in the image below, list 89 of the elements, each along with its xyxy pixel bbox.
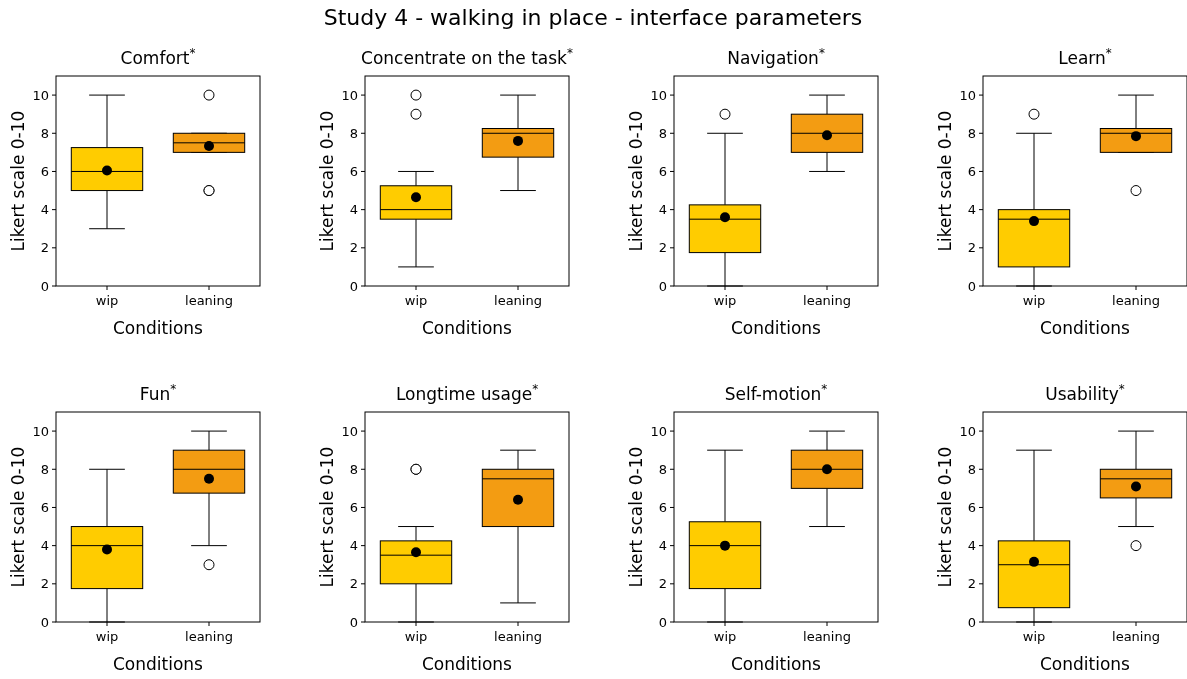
x-tick-label: wip xyxy=(1022,293,1046,308)
x-axis-title: Conditions xyxy=(422,654,513,674)
x-axis-title: Conditions xyxy=(1040,318,1131,338)
y-tick-label: 10 xyxy=(341,87,358,103)
x-tick-label: wip xyxy=(1022,629,1046,644)
y-tick-label: 8 xyxy=(349,461,358,477)
x-axis-title: Conditions xyxy=(731,318,822,338)
y-tick-label: 8 xyxy=(967,125,976,141)
x-axis-title: Conditions xyxy=(1040,654,1131,674)
y-tick-label: 8 xyxy=(40,125,49,141)
y-tick-label: 4 xyxy=(40,538,49,554)
y-tick-label: 2 xyxy=(658,240,667,256)
y-tick-label: 10 xyxy=(650,423,667,439)
x-tick-label: leaning xyxy=(803,629,851,644)
y-tick-label: 2 xyxy=(40,576,49,592)
x-tick-label: leaning xyxy=(803,293,851,308)
y-tick-label: 0 xyxy=(658,278,667,294)
x-axis-title: Conditions xyxy=(731,654,822,674)
x-axis-title: Conditions xyxy=(113,654,204,674)
y-tick-label: 2 xyxy=(349,240,358,256)
y-tick-label: 10 xyxy=(959,87,976,103)
y-tick-label: 10 xyxy=(32,423,49,439)
chart-title: Self-motion$^{*}$ xyxy=(724,382,828,404)
y-tick-label: 10 xyxy=(32,87,49,103)
y-tick-label: 4 xyxy=(967,202,976,218)
y-axis-title: Likert scale 0-10 xyxy=(626,110,646,252)
chart-title: Usability$^{*}$ xyxy=(1045,382,1125,404)
x-tick-label: wip xyxy=(95,293,119,308)
y-tick-label: 2 xyxy=(349,576,358,592)
y-axis-title: Likert scale 0-10 xyxy=(935,110,955,252)
y-tick-label: 2 xyxy=(967,240,976,256)
y-tick-label: 6 xyxy=(40,500,49,515)
chart-title: Navigation$^{*}$ xyxy=(727,46,825,68)
x-axis-title: Conditions xyxy=(422,318,513,338)
y-axis-title: Likert scale 0-10 xyxy=(8,110,28,252)
chart-title: Concentrate on the task$^{*}$ xyxy=(361,46,573,68)
chart-title: Longtime usage$^{*}$ xyxy=(395,382,539,404)
y-tick-label: 0 xyxy=(967,614,976,630)
y-axis-title: Likert scale 0-10 xyxy=(626,446,646,588)
x-axis-title: Conditions xyxy=(113,318,204,338)
y-axis-title: Likert scale 0-10 xyxy=(317,446,337,588)
y-tick-label: 6 xyxy=(967,164,976,179)
y-tick-label: 10 xyxy=(650,87,667,103)
y-tick-label: 8 xyxy=(349,125,358,141)
y-tick-label: 6 xyxy=(349,164,358,179)
y-tick-label: 4 xyxy=(967,538,976,554)
y-tick-label: 4 xyxy=(658,538,667,554)
x-tick-label: wip xyxy=(404,293,428,308)
text: Study 4 - walking in place - interface parameters xyxy=(323,5,863,30)
x-tick-label: leaning xyxy=(494,629,542,644)
y-tick-label: 8 xyxy=(967,461,976,477)
y-tick-label: 2 xyxy=(658,576,667,592)
y-tick-label: 6 xyxy=(658,500,667,515)
y-tick-label: 8 xyxy=(40,461,49,477)
x-tick-label: wip xyxy=(95,629,119,644)
chart-title: Learn$^{*}$ xyxy=(1058,46,1112,68)
y-tick-label: 8 xyxy=(658,461,667,477)
x-tick-label: wip xyxy=(713,629,737,644)
x-tick-label: leaning xyxy=(185,629,233,644)
x-tick-label: wip xyxy=(404,629,428,644)
x-tick-label: leaning xyxy=(1112,293,1160,308)
chart-title: Fun$^{*}$ xyxy=(139,382,177,404)
y-tick-label: 10 xyxy=(959,423,976,439)
y-tick-label: 6 xyxy=(349,500,358,515)
y-tick-label: 0 xyxy=(967,278,976,294)
y-tick-label: 0 xyxy=(40,278,49,294)
y-tick-label: 10 xyxy=(341,423,358,439)
y-tick-label: 2 xyxy=(40,240,49,256)
y-tick-label: 4 xyxy=(40,202,49,218)
y-tick-label: 0 xyxy=(349,614,358,630)
y-tick-label: 0 xyxy=(349,278,358,294)
y-axis-title: Likert scale 0-10 xyxy=(8,446,28,588)
x-tick-label: leaning xyxy=(494,293,542,308)
y-tick-label: 0 xyxy=(40,614,49,630)
y-tick-label: 4 xyxy=(349,202,358,218)
y-tick-label: 8 xyxy=(658,125,667,141)
y-tick-label: 6 xyxy=(40,164,49,179)
y-tick-label: 4 xyxy=(349,538,358,554)
x-tick-label: leaning xyxy=(1112,629,1160,644)
y-axis-title: Likert scale 0-10 xyxy=(935,446,955,588)
y-tick-label: 4 xyxy=(658,202,667,218)
x-tick-label: leaning xyxy=(185,293,233,308)
y-tick-label: 6 xyxy=(658,164,667,179)
y-axis-title: Likert scale 0-10 xyxy=(317,110,337,252)
x-tick-label: wip xyxy=(713,293,737,308)
chart-title: Comfort$^{*}$ xyxy=(120,46,196,68)
y-tick-label: 2 xyxy=(967,576,976,592)
y-tick-label: 6 xyxy=(967,500,976,515)
y-tick-label: 0 xyxy=(658,614,667,630)
